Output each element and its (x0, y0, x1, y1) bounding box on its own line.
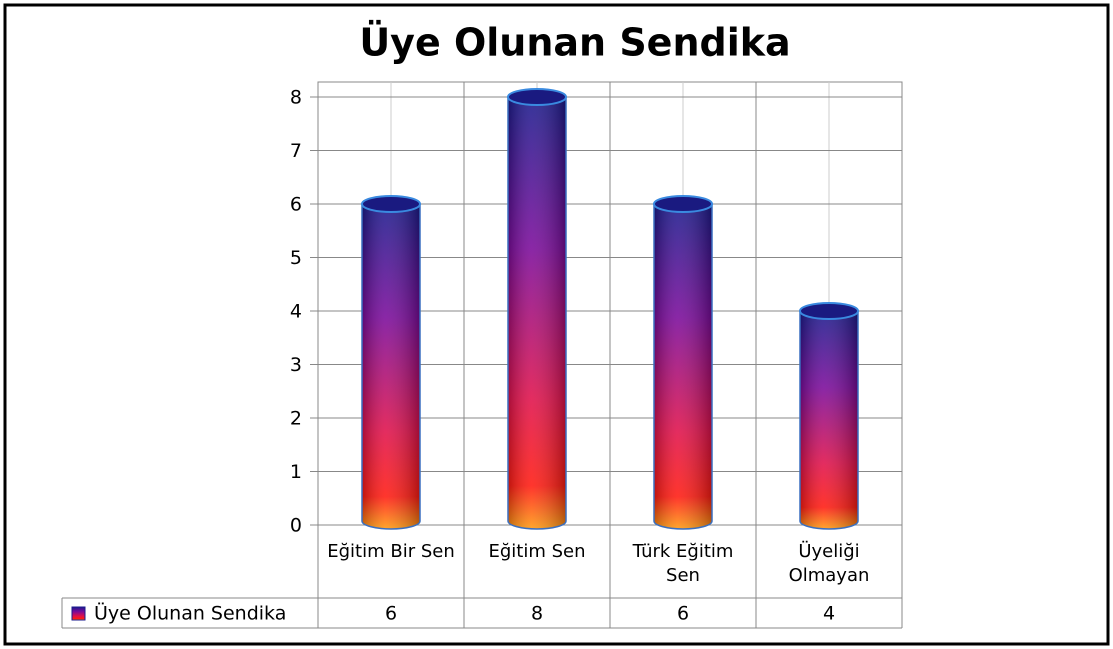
bar (361, 195, 421, 530)
y-tick-label: 4 (290, 301, 302, 323)
x-tick-label: Eğitim Sen (488, 541, 586, 562)
legend-marker (71, 606, 86, 621)
table-value: 6 (677, 603, 689, 625)
x-tick-label: Üyeliği Olmayan (788, 541, 870, 586)
table-value: 8 (531, 603, 543, 625)
legend-label: Üye Olunan Sendika (94, 602, 286, 625)
chart-title: Üye Olunan Sendika (359, 21, 790, 65)
y-tick-label: 1 (290, 461, 302, 483)
y-tick-label: 7 (290, 140, 302, 162)
y-tick-label: 0 (290, 515, 302, 537)
bar-cap (653, 195, 713, 213)
bar (653, 195, 713, 530)
bar-cap (361, 195, 421, 213)
bar-shade (507, 96, 567, 530)
y-tick-label: 5 (290, 247, 302, 269)
table-value: 6 (385, 603, 397, 625)
bar (507, 88, 567, 530)
frame (3, 3, 1110, 646)
bar-cap (507, 88, 567, 106)
bar-shade (799, 310, 859, 530)
x-tick-label: Eğitim Bir Sen (327, 541, 455, 562)
bar-shade (361, 203, 421, 530)
y-tick-label: 6 (290, 194, 302, 216)
x-tick-label: Türk Eğitim Sen (632, 541, 734, 586)
bar-shade (653, 203, 713, 530)
table-value: 4 (823, 603, 835, 625)
y-tick-label: 3 (290, 354, 302, 376)
y-tick-label: 2 (290, 408, 302, 430)
bar-cap (799, 302, 859, 320)
y-tick-label: 8 (290, 87, 302, 109)
bar (799, 302, 859, 530)
